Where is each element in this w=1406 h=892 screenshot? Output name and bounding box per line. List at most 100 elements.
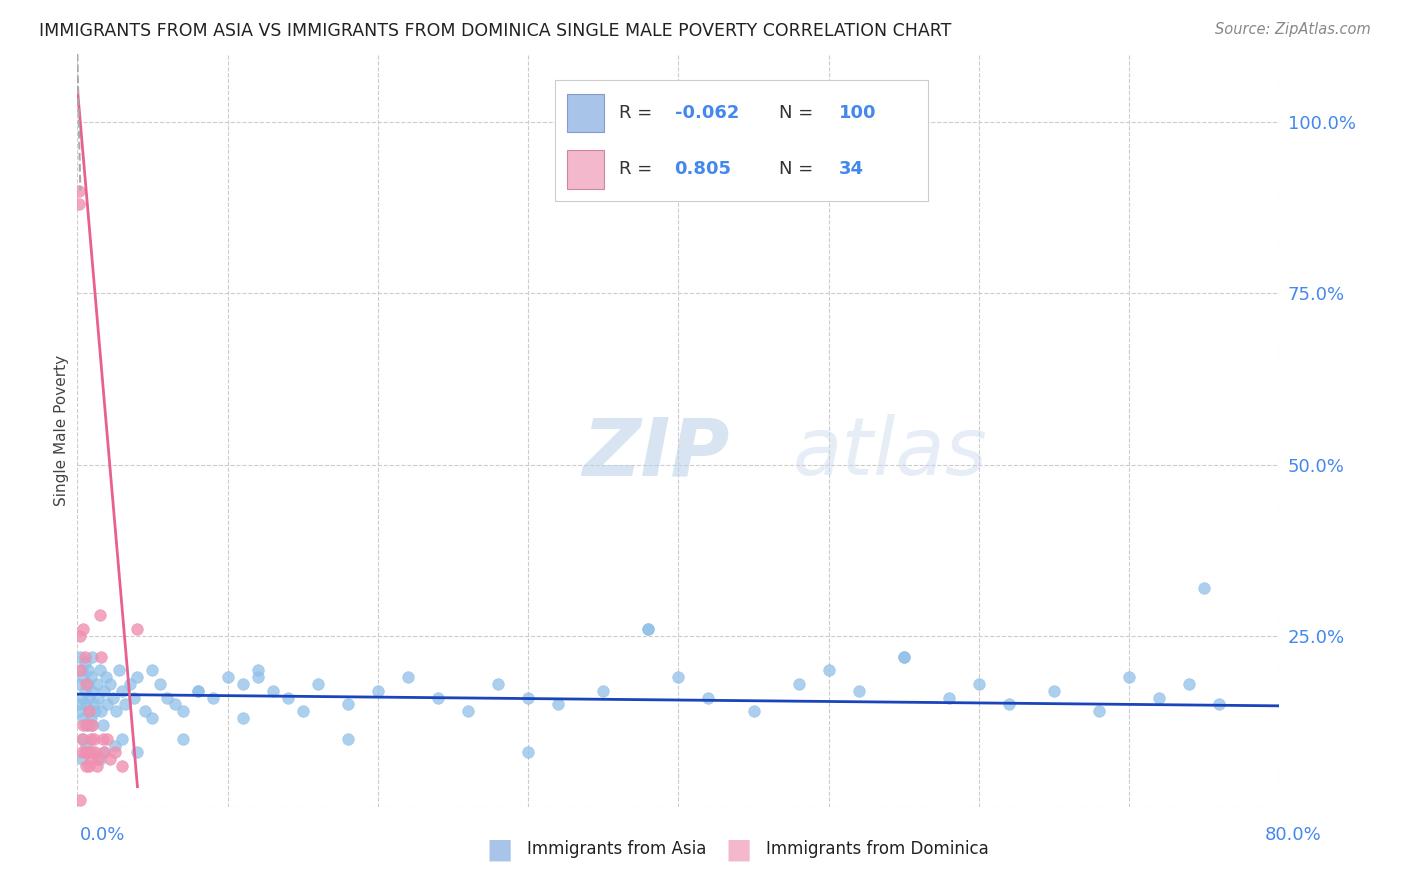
Point [893, 649, 915, 664]
Point [1088, 704, 1111, 718]
Point [69, 704, 91, 718]
Text: -0.062: -0.062 [675, 103, 740, 122]
Point [547, 698, 569, 712]
Point [75, 759, 97, 773]
Point [246, 670, 269, 684]
Point [104, 746, 127, 760]
Point [141, 663, 163, 677]
Text: 34: 34 [838, 161, 863, 178]
Point [73, 657, 96, 671]
Point [232, 677, 254, 691]
Point [277, 690, 299, 705]
Text: atlas: atlas [793, 414, 987, 492]
Point [697, 690, 720, 705]
Text: IMMIGRANTS FROM ASIA VS IMMIGRANTS FROM DOMINICA SINGLE MALE POVERTY CORRELATION: IMMIGRANTS FROM ASIA VS IMMIGRANTS FROM … [39, 22, 952, 40]
Point [118, 677, 141, 691]
Point [336, 731, 359, 746]
Point [82, 649, 104, 664]
Point [262, 683, 284, 698]
Point [141, 711, 163, 725]
Y-axis label: Single Male Poverty: Single Male Poverty [53, 355, 69, 506]
Point [517, 690, 540, 705]
Point [76, 746, 98, 760]
Point [76, 718, 98, 732]
Point [94, 670, 117, 684]
Point [127, 622, 149, 636]
Point [84, 704, 107, 718]
Point [80, 711, 103, 725]
Point [75, 739, 97, 753]
Text: 0.805: 0.805 [675, 161, 731, 178]
Point [967, 677, 990, 691]
Text: R =: R = [619, 161, 658, 178]
Point [172, 704, 194, 718]
Point [67, 184, 90, 198]
Point [668, 670, 690, 684]
Point [70, 663, 93, 677]
Point [1118, 670, 1140, 684]
Point [75, 698, 97, 712]
Point [69, 629, 91, 643]
Point [103, 690, 125, 705]
Point [96, 698, 118, 712]
Point [76, 663, 98, 677]
Point [149, 677, 172, 691]
Point [111, 683, 134, 698]
Point [86, 759, 108, 773]
Text: Source: ZipAtlas.com: Source: ZipAtlas.com [1215, 22, 1371, 37]
Point [637, 622, 659, 636]
Point [1194, 581, 1216, 595]
Point [72, 718, 94, 732]
Point [1043, 683, 1066, 698]
Text: 100: 100 [838, 103, 876, 122]
Point [108, 663, 131, 677]
Point [80, 670, 103, 684]
Point [72, 711, 94, 725]
Point [70, 752, 93, 766]
Point [1208, 698, 1230, 712]
Point [69, 793, 91, 807]
Point [1149, 690, 1171, 705]
Point [79, 704, 101, 718]
Point [82, 746, 104, 760]
Point [172, 731, 194, 746]
Point [367, 683, 389, 698]
Point [87, 752, 110, 766]
Point [156, 690, 179, 705]
Point [817, 663, 839, 677]
Point [90, 649, 112, 664]
Point [93, 746, 115, 760]
Text: 80.0%: 80.0% [1265, 826, 1322, 844]
Text: R =: R = [619, 103, 658, 122]
Point [76, 677, 98, 691]
Text: 0.0%: 0.0% [80, 826, 125, 844]
Point [70, 690, 93, 705]
Point [67, 197, 90, 211]
Point [84, 746, 107, 760]
Text: Immigrants from Dominica: Immigrants from Dominica [766, 840, 988, 858]
Text: ■: ■ [486, 835, 512, 863]
Point [73, 746, 96, 760]
Point [637, 622, 659, 636]
Point [127, 746, 149, 760]
Point [893, 649, 915, 664]
Point [134, 704, 156, 718]
Point [111, 759, 134, 773]
Point [104, 739, 127, 753]
Point [998, 698, 1021, 712]
Point [82, 718, 104, 732]
Point [187, 683, 209, 698]
Point [307, 677, 329, 691]
Point [592, 683, 614, 698]
Point [96, 731, 118, 746]
Point [217, 670, 239, 684]
Point [82, 718, 104, 732]
Point [70, 731, 93, 746]
Point [82, 683, 104, 698]
Point [73, 683, 96, 698]
Text: N =: N = [779, 161, 818, 178]
Point [69, 649, 91, 664]
Point [848, 683, 870, 698]
Point [938, 690, 960, 705]
Text: ■: ■ [725, 835, 751, 863]
